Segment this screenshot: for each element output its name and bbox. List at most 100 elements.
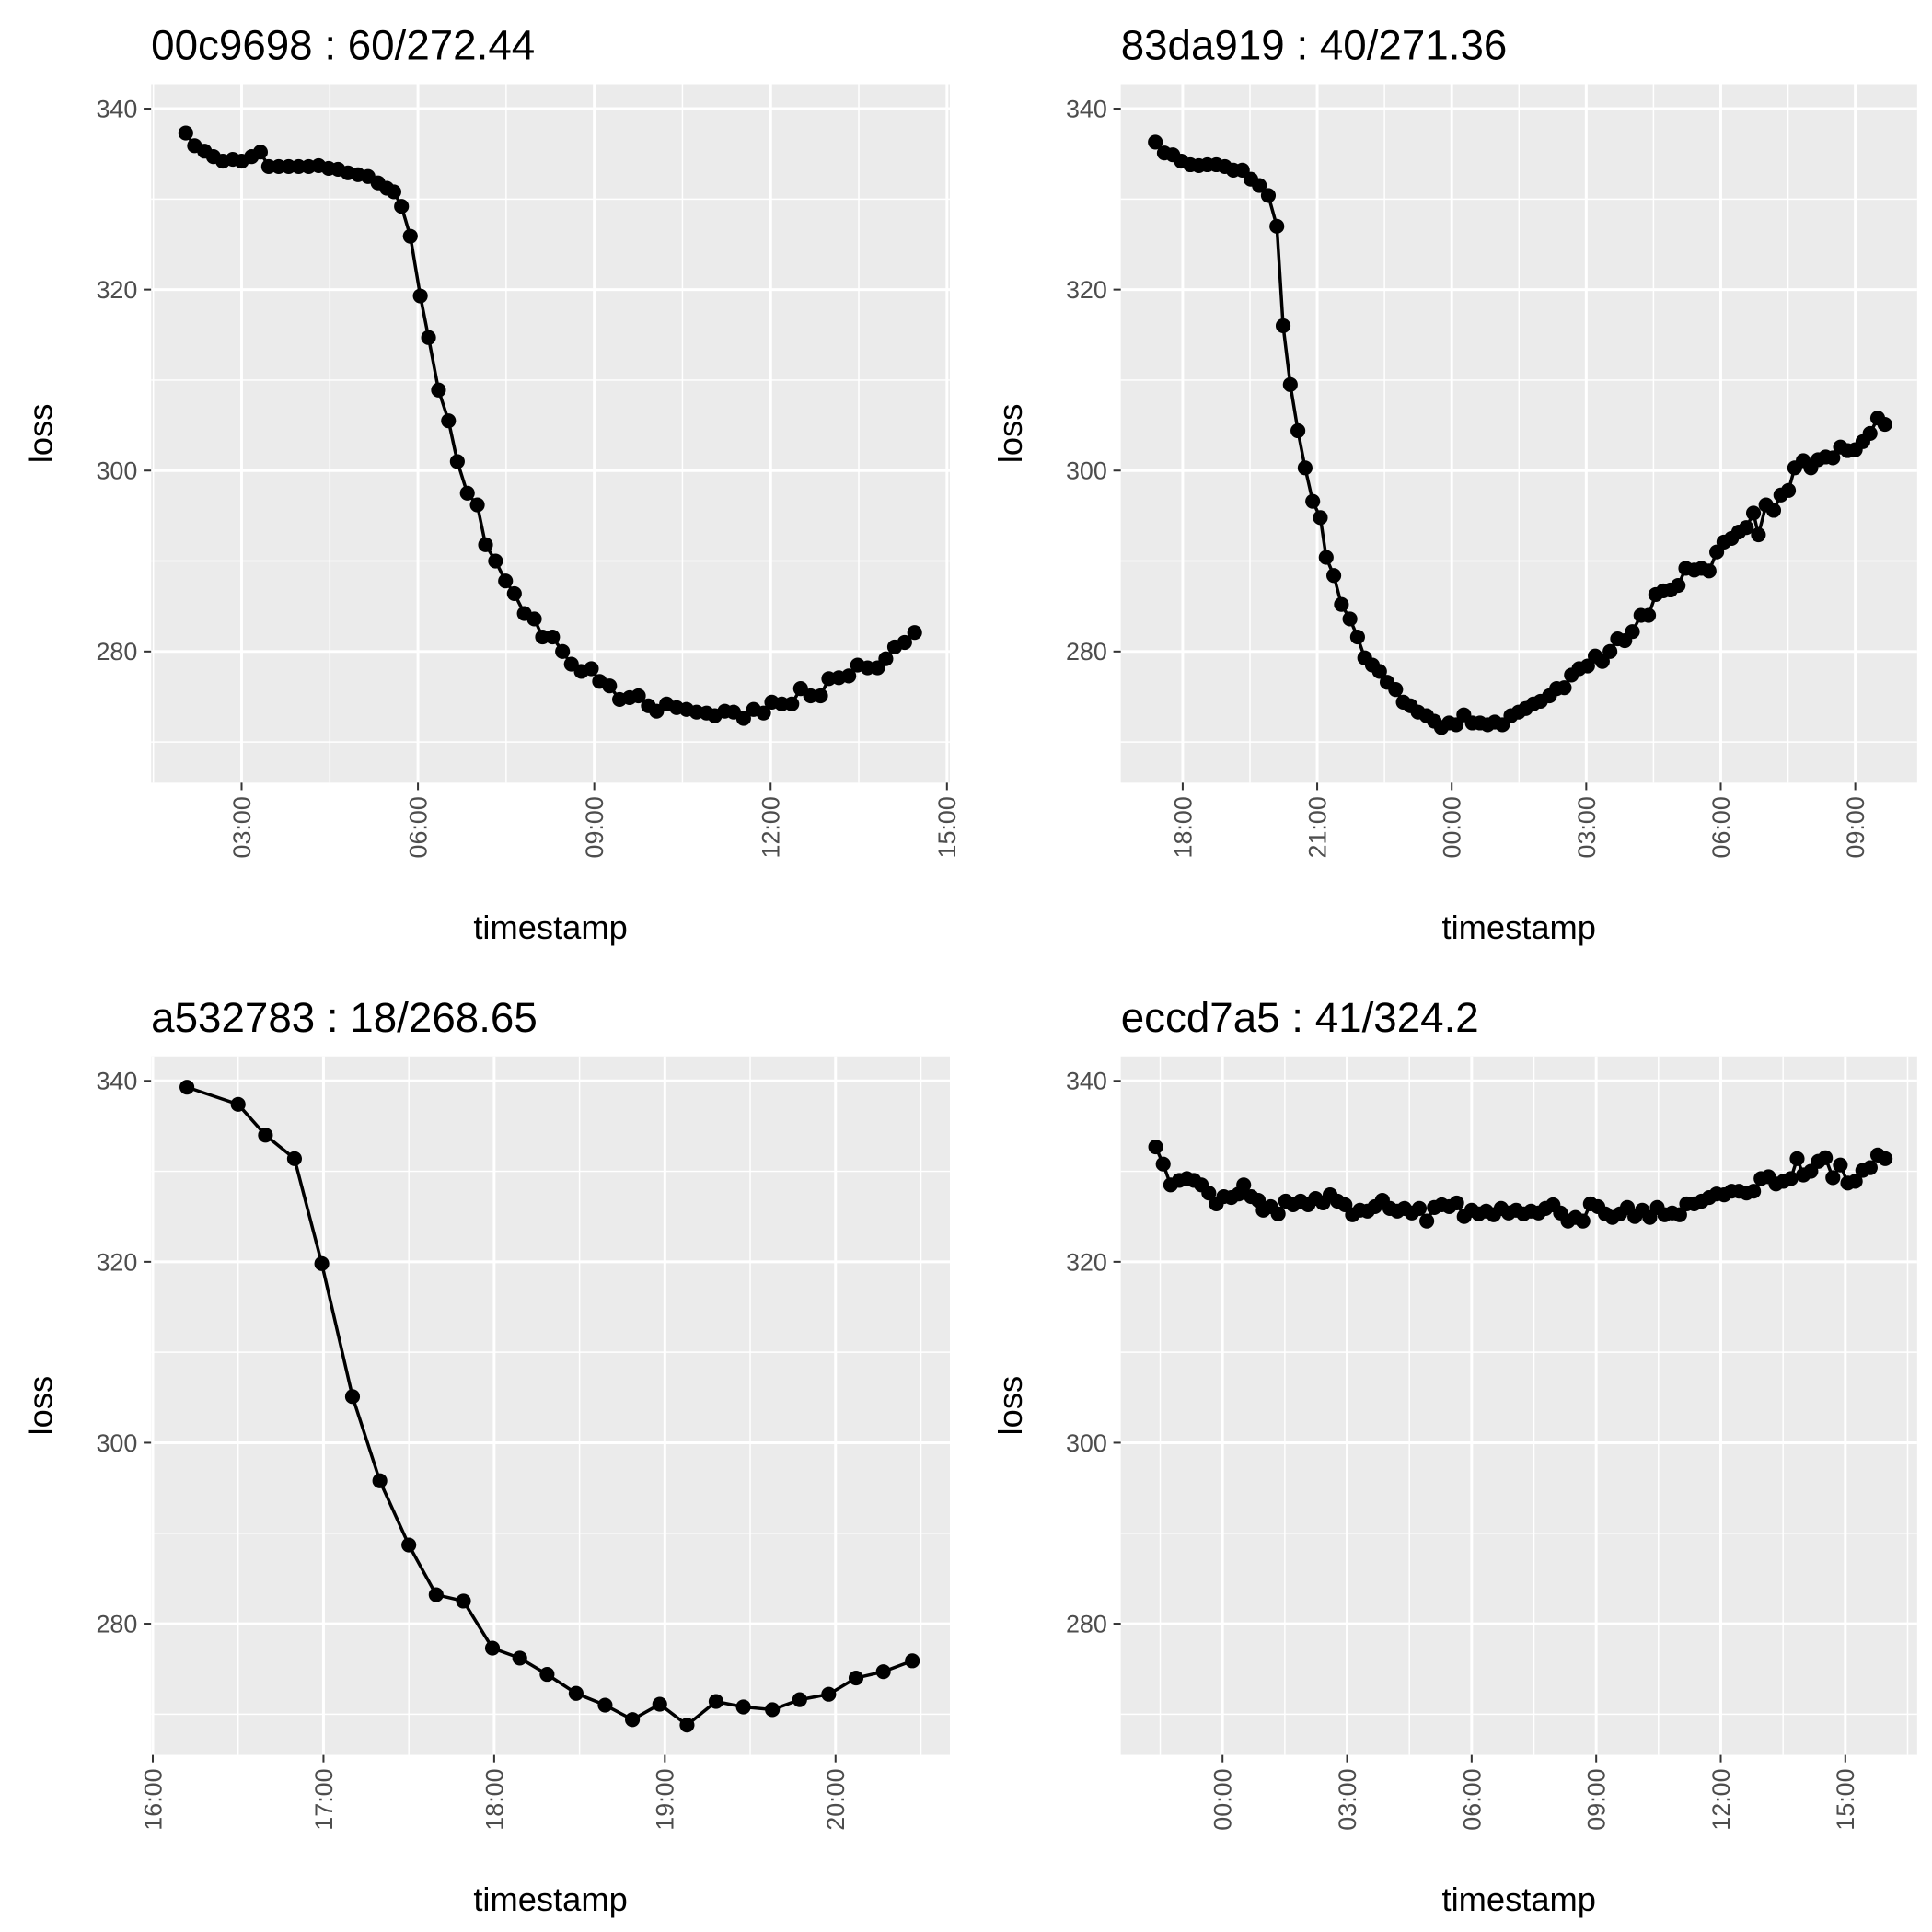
loss-point (735, 711, 751, 726)
loss-point (498, 573, 514, 589)
loss-point (1419, 1213, 1435, 1229)
loss-point (1751, 526, 1766, 543)
x-tick-label: 16:00 (139, 1768, 167, 1830)
loss-point (1739, 520, 1754, 536)
x-tick-label: 12:00 (1707, 1768, 1735, 1830)
loss-point (1449, 1195, 1464, 1211)
loss-point (488, 553, 503, 569)
loss-point (401, 1537, 417, 1553)
loss-point (1862, 1160, 1878, 1175)
y-tick-label: 300 (96, 1429, 137, 1457)
loss-point (905, 1653, 920, 1669)
loss-point (602, 678, 618, 694)
x-axis-title: timestamp (473, 908, 627, 946)
x-tick-label: 00:00 (1439, 796, 1466, 858)
x-tick-label: 15:00 (1832, 1768, 1859, 1830)
x-tick-label: 15:00 (933, 796, 961, 858)
loss-point (230, 1096, 246, 1112)
loss-point (412, 288, 428, 304)
loss-point (456, 1593, 471, 1609)
loss-point (1556, 680, 1572, 696)
panel-background (151, 84, 951, 783)
x-tick-label: 03:00 (1573, 796, 1601, 858)
y-tick-label: 300 (1066, 457, 1107, 485)
loss-point (765, 1702, 781, 1718)
x-tick-label: 09:00 (581, 796, 608, 858)
loss-point (1282, 376, 1298, 392)
loss-point (1833, 1157, 1848, 1173)
y-tick-label: 320 (1066, 276, 1107, 304)
loss-point (1297, 460, 1313, 476)
loss-point (1789, 1151, 1805, 1166)
loss-point (1236, 1177, 1252, 1193)
x-tick-label: 06:00 (404, 796, 432, 858)
loss-point (841, 668, 857, 684)
loss-point (1349, 630, 1365, 645)
panel-background (151, 1056, 951, 1755)
chart-title: 00c9698 : 60/272.44 (151, 22, 535, 69)
loss-point (1783, 1171, 1799, 1186)
loss-point (1625, 624, 1640, 640)
loss-point (1326, 568, 1342, 584)
loss-point (1818, 1150, 1834, 1165)
loss-point (1201, 1186, 1217, 1201)
chart-title: eccd7a5 : 41/324.2 (1121, 994, 1479, 1041)
y-tick-label: 280 (1066, 1610, 1107, 1637)
loss-point (735, 1699, 751, 1715)
x-tick-label: 03:00 (1334, 1768, 1361, 1830)
loss-point (1765, 503, 1782, 518)
loss-point (449, 454, 465, 469)
y-tick-label: 340 (96, 95, 137, 122)
loss-point (625, 1712, 641, 1728)
loss-point (813, 688, 828, 704)
x-tick-label: 17:00 (310, 1768, 338, 1830)
loss-point (1862, 425, 1878, 442)
loss-point (848, 1670, 864, 1686)
loss-point (539, 1667, 555, 1683)
x-axis-title: timestamp (1442, 908, 1596, 946)
loss-point (1847, 1174, 1863, 1189)
loss-point (1305, 493, 1321, 509)
loss-point (258, 1128, 273, 1143)
loss-point (1318, 550, 1334, 565)
x-tick-label: 00:00 (1209, 1768, 1237, 1830)
x-tick-label: 18:00 (480, 1768, 508, 1830)
loss-point (1411, 1200, 1428, 1216)
panel-chart: 280 300 320 340 03:00 06:00 09:00 12:00 15:00 00c… (22, 22, 962, 946)
loss-point (402, 228, 418, 244)
loss-point (897, 634, 912, 651)
chart-title: 83da919 : 40/271.36 (1121, 22, 1508, 69)
loss-point (1270, 1206, 1286, 1221)
loss-point (652, 1696, 667, 1712)
y-tick-label: 280 (96, 1610, 137, 1637)
loss-point (1275, 318, 1291, 334)
x-tick-label: 21:00 (1303, 796, 1331, 858)
y-tick-label: 340 (1066, 95, 1107, 122)
loss-point (875, 1664, 891, 1680)
loss-point (631, 688, 646, 704)
loss-point (708, 1694, 724, 1709)
loss-point (1877, 417, 1892, 433)
loss-point (526, 611, 542, 627)
loss-point (679, 1718, 695, 1733)
loss-point (428, 1587, 444, 1602)
loss-point (1371, 664, 1387, 679)
y-tick-label: 300 (1066, 1429, 1107, 1457)
loss-point (821, 1686, 837, 1702)
loss-point (907, 625, 922, 641)
panel-chart: 280 300 320 340 00:00 03:00 06:00 09:00 12:00 15:… (991, 994, 1917, 1918)
loss-point (1746, 1184, 1762, 1199)
y-tick-label: 320 (96, 276, 137, 304)
x-tick-label: 09:00 (1842, 796, 1869, 858)
loss-point (314, 1255, 330, 1271)
x-tick-label: 18:00 (1169, 796, 1197, 858)
y-tick-label: 280 (1066, 638, 1107, 665)
loss-point (386, 184, 401, 200)
loss-point (792, 1692, 807, 1707)
loss-point (1878, 1151, 1893, 1166)
loss-point (394, 199, 410, 214)
loss-point (252, 145, 269, 160)
loss-point (1155, 1156, 1171, 1172)
loss-point (1148, 134, 1163, 150)
loss-point (179, 1080, 195, 1095)
